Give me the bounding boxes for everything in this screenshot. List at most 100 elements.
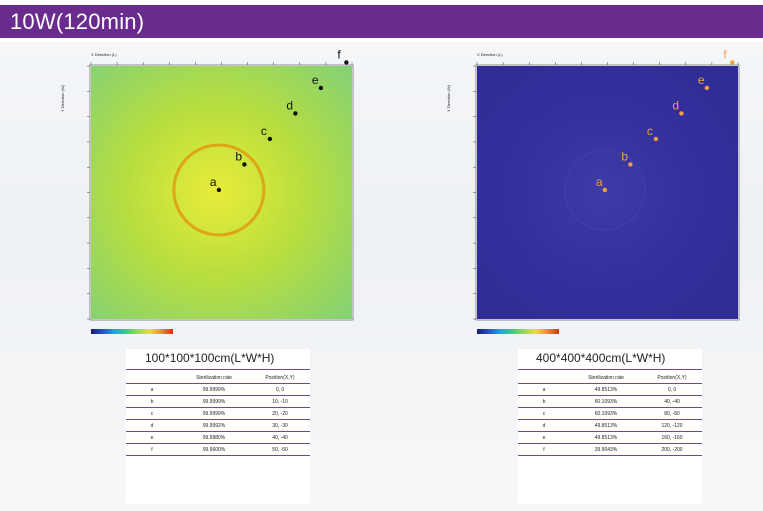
table-row: d 99.9992% 30, -30 xyxy=(126,419,310,432)
table-header-cell xyxy=(518,372,570,384)
colorbar xyxy=(91,329,173,334)
colorbar xyxy=(477,329,559,334)
table-cell: 40, -40 xyxy=(250,431,310,444)
table-header-cell: Sterilization rate xyxy=(570,372,643,384)
table-cell: 99.9999% xyxy=(178,407,251,420)
heatmap-field xyxy=(91,66,352,319)
page-title: 10W(120min) xyxy=(10,9,145,34)
table-cell: a xyxy=(126,383,178,396)
table-cell: 160, -160 xyxy=(642,431,702,444)
table-cell: e xyxy=(126,431,178,444)
table-cell: 49.8513% xyxy=(570,383,643,396)
table-cell: c xyxy=(518,407,570,420)
measurement-point-e xyxy=(318,85,324,91)
table-header-row: Sterilization rate Position(X,Y) xyxy=(518,372,702,384)
table-cell: b xyxy=(126,395,178,408)
table-cell: 200, -200 xyxy=(642,443,702,456)
intensity-contour xyxy=(564,149,646,231)
table-header-cell: Sterilization rate xyxy=(178,372,251,384)
point-label-f: f xyxy=(337,47,341,61)
table-cell: e xyxy=(518,431,570,444)
table-row: e 49.8513% 160, -160 xyxy=(518,431,702,444)
table-cell: 39.9043% xyxy=(570,443,643,456)
x-axis-title: X Direction (L) xyxy=(477,52,503,57)
table-cell: f xyxy=(126,443,178,456)
x-axis-title: X Direction (L) xyxy=(91,52,117,57)
table-cell: 10, -10 xyxy=(250,395,310,408)
table-cell: d xyxy=(126,419,178,432)
table-header-cell: Position(X,Y) xyxy=(642,372,702,384)
table-row: f 39.9043% 200, -200 xyxy=(518,443,702,456)
measurement-point-a xyxy=(216,187,222,193)
point-label-e: e xyxy=(312,73,319,87)
measurement-point-c xyxy=(653,136,659,142)
table-title: 400*400*400cm(L*W*H) xyxy=(536,351,666,365)
point-label-a: a xyxy=(210,175,217,189)
point-label-b: b xyxy=(235,149,242,163)
table-row: a 49.8513% 0, 0 xyxy=(518,383,702,396)
point-label-e: e xyxy=(698,73,705,87)
table-cell: 0, 0 xyxy=(642,383,702,396)
table-row: b 99.9999% 10, -10 xyxy=(126,395,310,408)
results-table-panel: 400*400*400cm(L*W*H) Sterilization rate P… xyxy=(518,349,702,504)
table-cell: 99.9600% xyxy=(178,443,251,456)
measurement-point-f xyxy=(730,60,735,65)
measurement-point-b xyxy=(628,162,633,167)
table-cell: 80, -80 xyxy=(642,407,702,420)
point-label-d: d xyxy=(286,98,293,112)
heatmap-plot: a b c d e f xyxy=(473,47,740,321)
table-cell: 49.8513% xyxy=(570,419,643,432)
table-row: b 60.1093% 40, -40 xyxy=(518,395,702,408)
results-table: Sterilization rate Position(X,Y) a 99.9999%… xyxy=(126,372,310,456)
measurement-point-d xyxy=(679,111,684,116)
table-row: d 49.8513% 120, -120 xyxy=(518,419,702,432)
point-label-c: c xyxy=(261,124,267,138)
table-row: f 99.9600% 50, -50 xyxy=(126,443,310,456)
table-cell: 40, -40 xyxy=(642,395,702,408)
table-row: e 99.9980% 40, -40 xyxy=(126,431,310,444)
table-cell: 99.9992% xyxy=(178,419,251,432)
title-banner: 10W(120min) xyxy=(0,5,763,38)
table-cell: 120, -120 xyxy=(642,419,702,432)
measurement-point-e xyxy=(704,85,710,91)
point-label-f: f xyxy=(723,47,727,61)
intensity-contour xyxy=(172,143,266,237)
table-cell: 20, -20 xyxy=(250,407,310,420)
table-cell: 30, -30 xyxy=(250,419,310,432)
results-table-panel: 100*100*100cm(L*W*H) Sterilization rate P… xyxy=(126,349,310,504)
table-row: a 99.9999% 0, 0 xyxy=(126,383,310,396)
table-title: 100*100*100cm(L*W*H) xyxy=(145,351,275,365)
table-cell: 50, -50 xyxy=(250,443,310,456)
table-cell: d xyxy=(518,419,570,432)
point-label-b: b xyxy=(621,149,628,163)
table-cell: f xyxy=(518,443,570,456)
table-cell: 49.8513% xyxy=(570,431,643,444)
table-cell: 0, 0 xyxy=(250,383,310,396)
table-title-rule xyxy=(518,369,702,370)
point-label-a: a xyxy=(596,175,603,189)
point-label-d: d xyxy=(672,98,679,112)
measurement-point-c xyxy=(267,136,273,142)
point-label-c: c xyxy=(647,124,653,138)
heatmap-field xyxy=(477,66,738,319)
measurement-point-f xyxy=(344,60,349,65)
table-header-cell xyxy=(126,372,178,384)
table-row: c 99.9999% 20, -20 xyxy=(126,407,310,420)
results-table: Sterilization rate Position(X,Y) a 49.8513%… xyxy=(518,372,702,456)
table-header-cell: Position(X,Y) xyxy=(250,372,310,384)
heatmap-plot: a b c d e f xyxy=(87,47,354,321)
table-row: c 60.1093% 80, -80 xyxy=(518,407,702,420)
table-title-rule xyxy=(126,369,310,370)
table-cell: 99.9999% xyxy=(178,383,251,396)
table-cell: 99.9980% xyxy=(178,431,251,444)
measurement-point-b xyxy=(242,162,247,167)
table-cell: a xyxy=(518,383,570,396)
table-header-row: Sterilization rate Position(X,Y) xyxy=(126,372,310,384)
table-cell: 60.1093% xyxy=(570,407,643,420)
measurement-point-a xyxy=(602,187,608,193)
table-cell: 99.9999% xyxy=(178,395,251,408)
table-cell: c xyxy=(126,407,178,420)
measurement-point-d xyxy=(293,111,298,116)
